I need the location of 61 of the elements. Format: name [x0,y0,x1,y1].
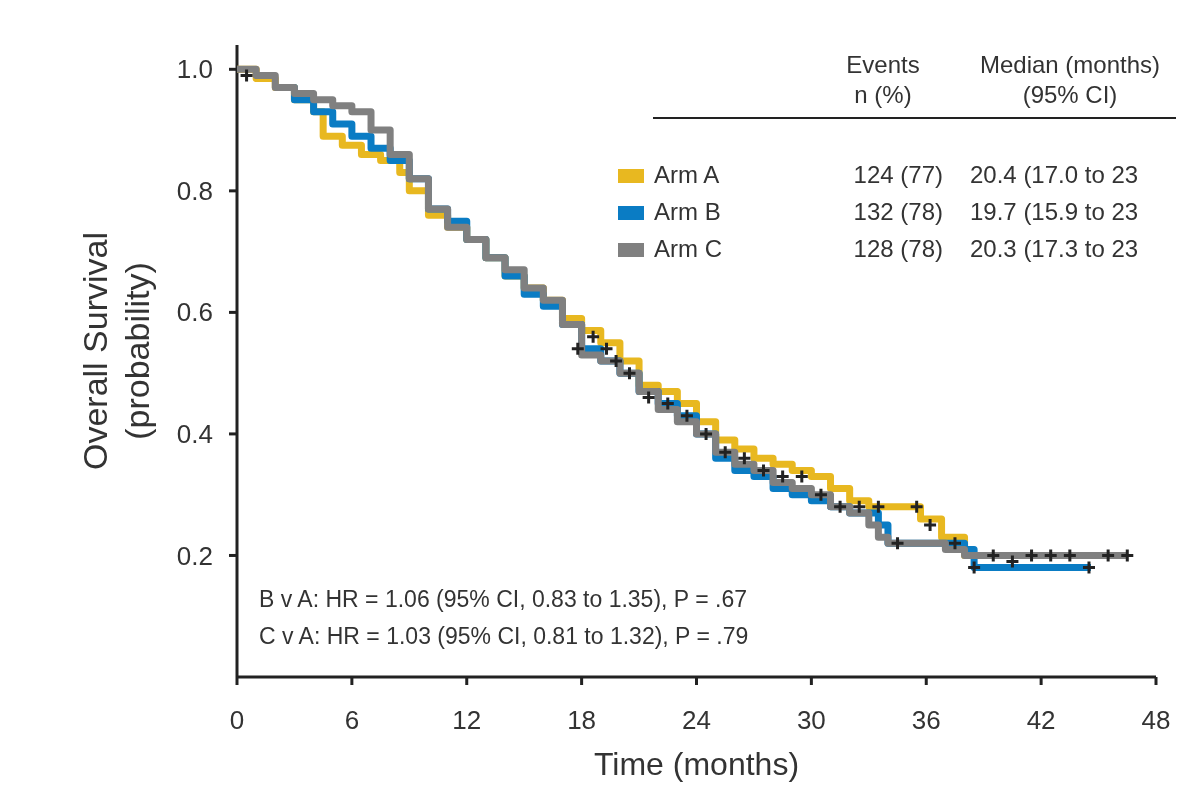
x-tick-label: 36 [911,705,941,735]
point [909,499,925,515]
point [794,468,810,484]
x-tick-label: 0 [229,705,245,735]
point [1043,547,1059,563]
y-tick-label: 0.4 [176,419,213,450]
x-tick-label: 24 [682,705,711,735]
point [239,67,255,83]
x-tick-label: 18 [567,705,597,735]
point [641,389,657,405]
x-tick-label: 42 [1026,705,1056,735]
x-tick-label: 48 [1141,705,1171,735]
point [832,499,848,515]
x-tick-label: 30 [796,705,826,735]
point [813,487,829,503]
point [1081,560,1097,576]
point [660,396,676,412]
point [1004,554,1020,570]
point [1100,547,1116,563]
point [947,535,963,551]
annotation: 132 (78) [853,198,943,225]
point [870,499,886,515]
point [717,444,733,460]
point [890,535,906,551]
annotation: B v A: HR = 1.06 (95% CI, 0.83 to 1.35), P = .67 [259,586,747,612]
annotation: 20.4 (17.0 to 23 [970,161,1139,188]
point [922,517,938,533]
point [608,353,624,369]
point [966,560,982,576]
y-tick-label: 0.2 [176,540,213,571]
annotation: Median (months) (95% CI) [979,51,1161,108]
point [775,468,791,484]
point [1024,547,1040,563]
point [736,450,752,466]
point [621,365,637,381]
point [1119,547,1135,563]
legend-label: Arm A [654,161,720,188]
point [698,426,714,442]
point [1062,547,1078,563]
x-axis-title: Time (months) [593,746,800,782]
annotation: 124 (77) [853,161,943,188]
point [585,329,601,345]
point [599,341,615,357]
annotation: C v A: HR = 1.03 (95% CI, 0.81 to 1.32), P = .79 [259,623,749,649]
annotation: Events n (%) [846,51,920,108]
point [851,499,867,515]
y-tick-label: 1.0 [176,54,213,85]
legend-label: Arm B [654,198,721,225]
point [756,462,772,478]
y-tick-label: 0.8 [176,175,213,206]
point [679,408,695,424]
legend-label: Arm C [654,235,722,262]
point [570,341,586,357]
x-tick-label: 6 [344,705,360,735]
y-axis-title: Overall Survival (probability) [76,231,156,471]
annotation: 20.3 (17.3 to 23 [970,235,1139,262]
x-tick-label: 12 [452,705,482,735]
point [985,547,1001,563]
y-tick-label: 0.6 [176,297,213,328]
annotation: 128 (78) [853,235,943,262]
annotation: 19.7 (15.9 to 23 [970,198,1139,225]
